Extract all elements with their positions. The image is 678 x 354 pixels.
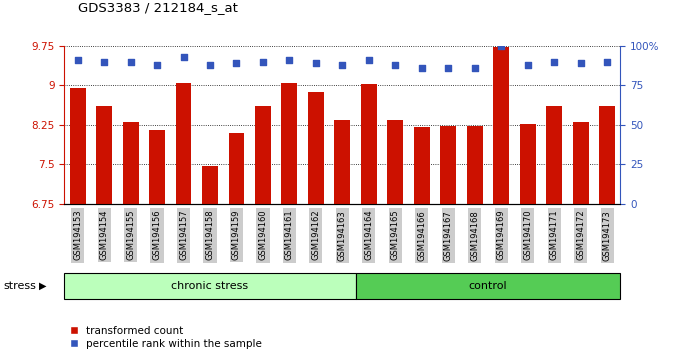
Point [205, 62, 216, 68]
Point [284, 57, 295, 63]
Text: stress: stress [3, 281, 36, 291]
Text: control: control [468, 281, 507, 291]
Point [601, 59, 612, 65]
Point [231, 61, 242, 66]
Bar [520, 124, 536, 204]
Point [469, 65, 480, 71]
Point [73, 57, 83, 63]
Text: chronic stress: chronic stress [172, 281, 249, 291]
Bar [467, 126, 483, 204]
Legend: transformed count, percentile rank within the sample: transformed count, percentile rank withi… [70, 326, 262, 349]
Bar [414, 127, 430, 204]
Bar [599, 107, 615, 204]
Bar [96, 107, 112, 204]
Bar [228, 133, 245, 204]
Bar [255, 107, 271, 204]
Point [575, 61, 586, 66]
Bar [334, 120, 351, 204]
Point [416, 65, 427, 71]
Point [390, 62, 401, 68]
Text: ▶: ▶ [39, 281, 47, 291]
Point [99, 59, 110, 65]
Point [496, 43, 506, 49]
Bar [176, 83, 191, 204]
Point [178, 54, 189, 60]
Bar [494, 47, 509, 204]
Point [549, 59, 559, 65]
Bar [149, 130, 165, 204]
Bar [281, 83, 298, 204]
Bar [70, 88, 85, 204]
Bar [64, 273, 356, 299]
Bar [123, 122, 138, 204]
Point [152, 62, 163, 68]
Point [363, 57, 374, 63]
Bar [440, 126, 456, 204]
Bar [546, 107, 562, 204]
Point [258, 59, 268, 65]
Point [337, 62, 348, 68]
Bar [387, 120, 403, 204]
Bar [308, 92, 324, 204]
Point [311, 61, 321, 66]
Point [125, 59, 136, 65]
Point [443, 65, 454, 71]
Bar [202, 166, 218, 204]
Bar [361, 84, 377, 204]
Point [522, 62, 533, 68]
Bar [573, 122, 589, 204]
Text: GDS3383 / 212184_s_at: GDS3383 / 212184_s_at [78, 1, 238, 14]
Bar [356, 273, 620, 299]
